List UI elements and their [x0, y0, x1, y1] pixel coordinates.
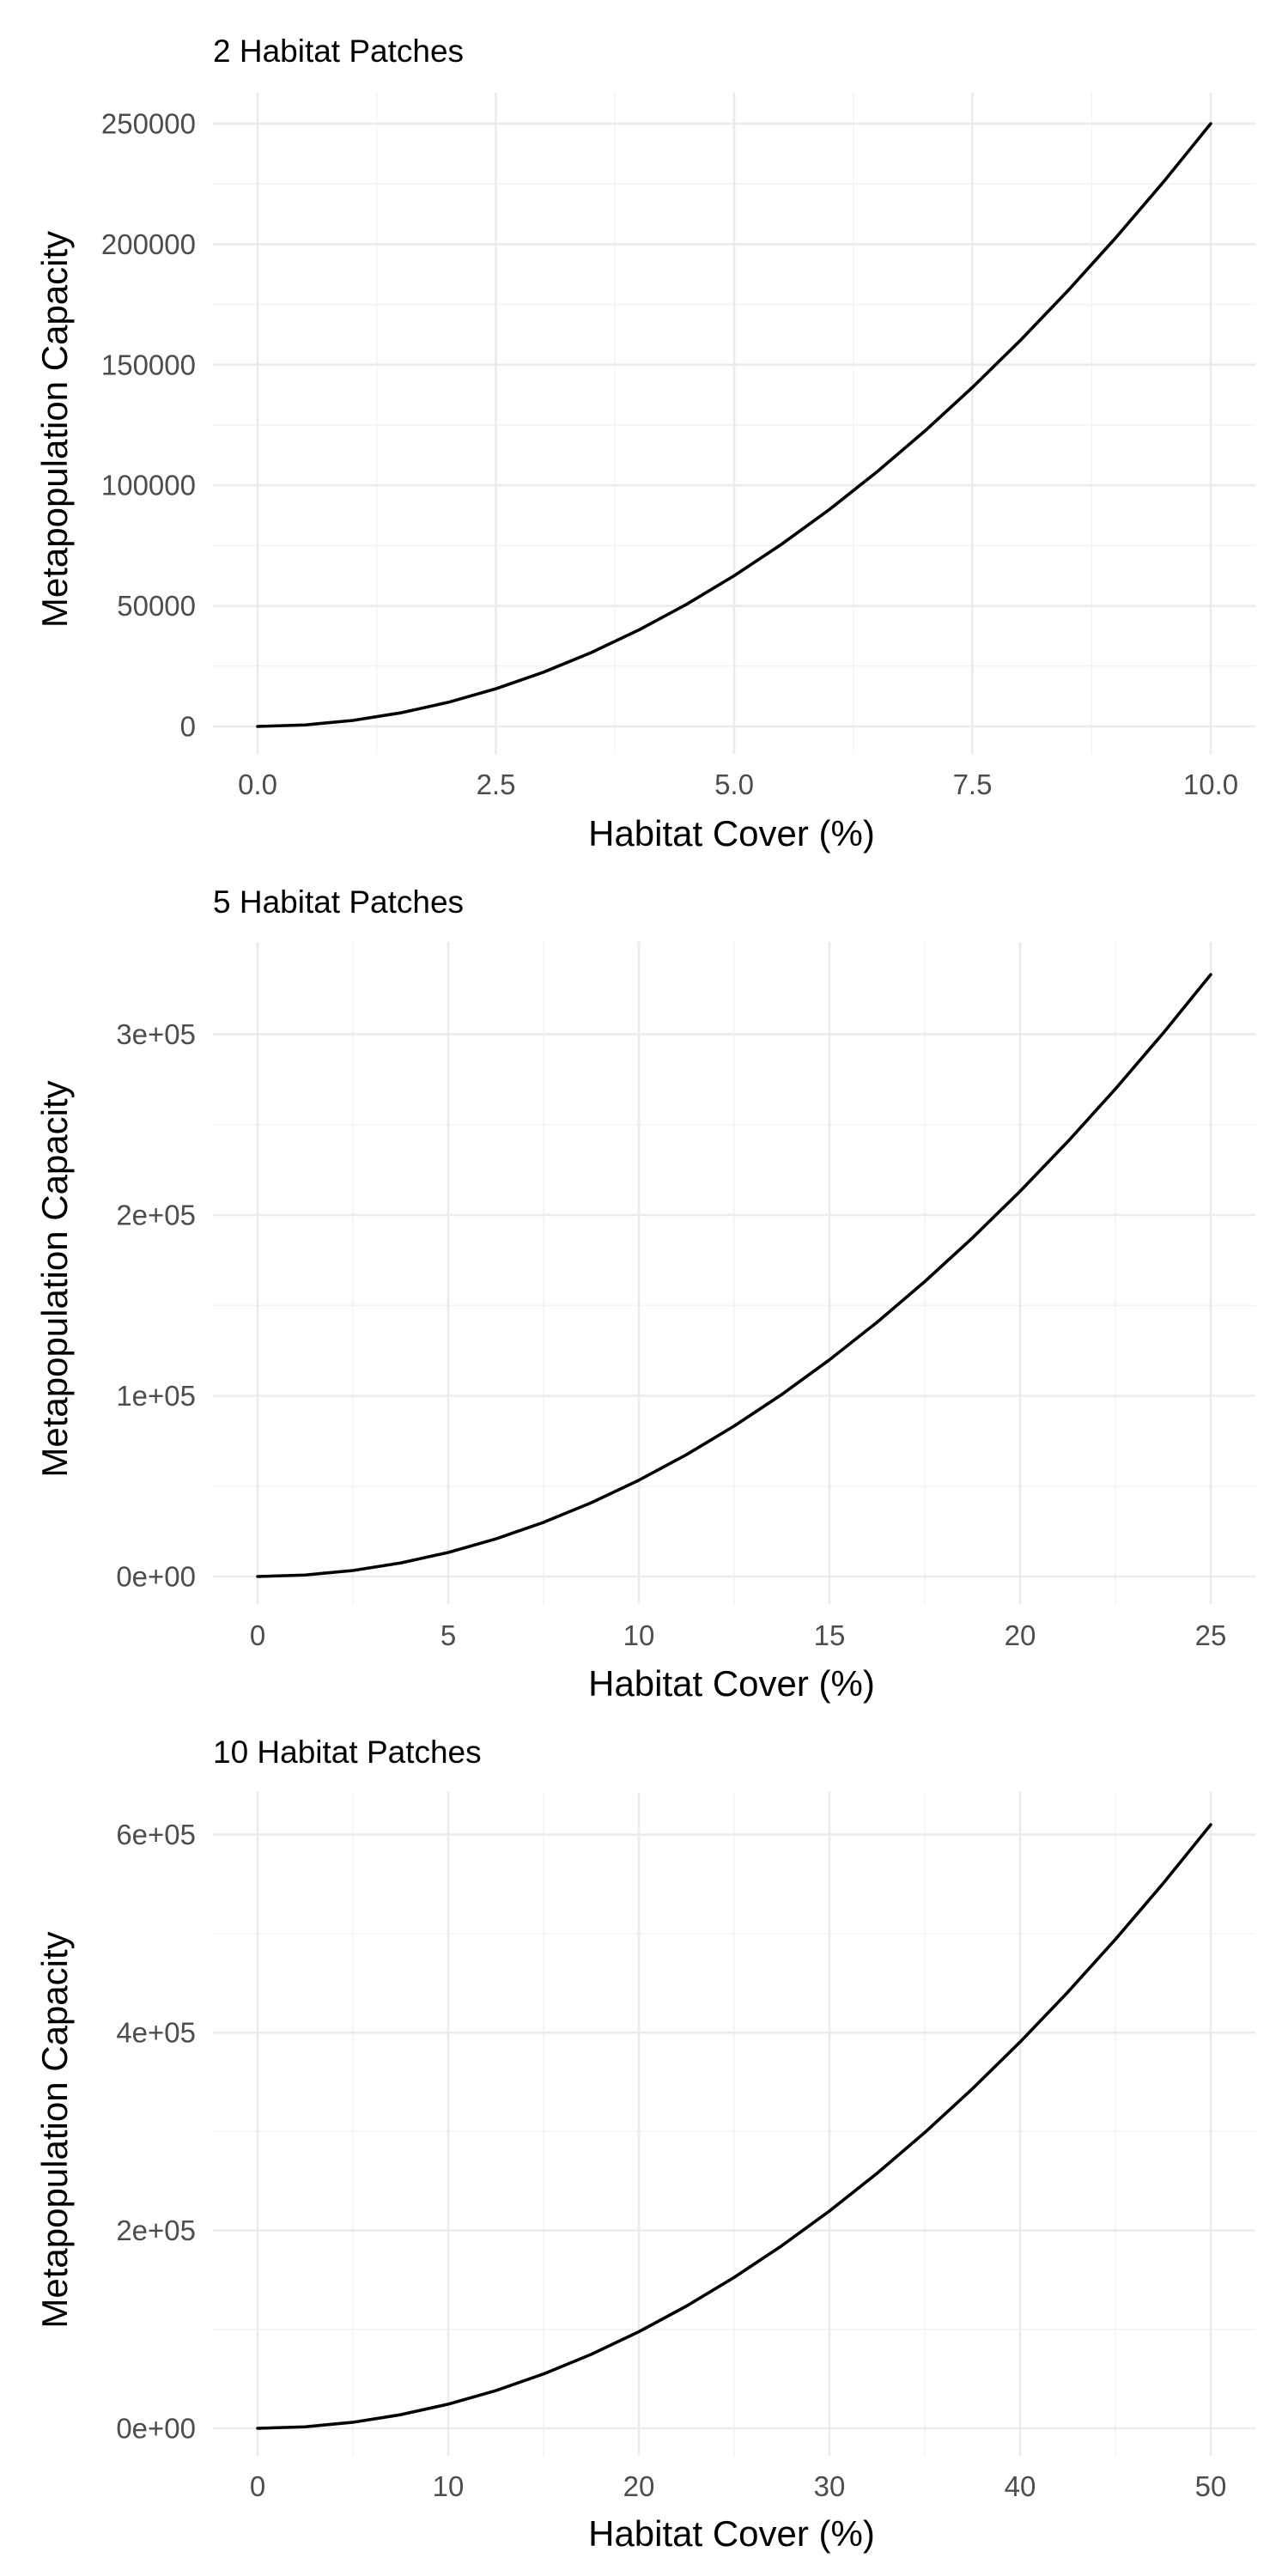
x-tick-label: 0: [250, 2470, 265, 2502]
chart-panel-2: 0 5 10 15 20 25 0e+00 1e+05 2e+05 3e+05 5 Habitat …: [34, 884, 1255, 1704]
y-tick-label: 0: [180, 711, 196, 743]
chart-title: 5 Habitat Patches: [213, 884, 464, 920]
y-tick-label: 0e+00: [116, 1561, 196, 1593]
x-tick-label: 30: [814, 2470, 846, 2502]
y-axis-title: Metapopulation Capacity: [34, 1931, 75, 2328]
y-tick-label: 150000: [101, 349, 196, 380]
series-line: [256, 1823, 1212, 2430]
x-tick-label: 10: [623, 1619, 655, 1651]
y-tick-label: 250000: [101, 108, 196, 140]
y-axis-title: Metapopulation Capacity: [34, 231, 75, 628]
x-tick-label: 0: [250, 1619, 265, 1651]
x-axis-title: Habitat Cover (%): [588, 2513, 875, 2554]
x-tick-label: 15: [814, 1619, 846, 1651]
x-tick-label: 10.0: [1183, 769, 1238, 800]
x-tick-label: 5.0: [714, 769, 754, 800]
x-tick-label: 50: [1195, 2470, 1227, 2502]
chart-title: 10 Habitat Patches: [213, 1735, 482, 1770]
x-tick-label: 10: [433, 2470, 465, 2502]
x-tick-label: 5: [440, 1619, 456, 1651]
y-tick-label: 50000: [117, 590, 196, 622]
y-tick-label: 0e+00: [116, 2413, 196, 2445]
x-tick-label: 25: [1195, 1619, 1227, 1651]
x-tick-label: 40: [1005, 2470, 1036, 2502]
y-tick-label: 2e+05: [116, 2215, 196, 2246]
x-axis-title: Habitat Cover (%): [588, 813, 875, 854]
x-tick-label: 20: [623, 2470, 655, 2502]
chart-panel-3: 0 10 20 30 40 50 0e+00 2e+05 4e+05 6e+05 10 Habita…: [34, 1735, 1255, 2554]
x-tick-label: 0.0: [238, 769, 277, 800]
y-tick-label: 200000: [101, 228, 196, 260]
x-tick-label: 20: [1005, 1619, 1036, 1651]
y-tick-label: 1e+05: [116, 1380, 196, 1412]
y-axis-title: Metapopulation Capacity: [34, 1080, 75, 1477]
x-tick-label: 7.5: [953, 769, 993, 800]
x-axis-title: Habitat Cover (%): [588, 1663, 875, 1704]
x-tick-label: 2.5: [477, 769, 516, 800]
series-line: [256, 122, 1212, 728]
y-tick-label: 3e+05: [116, 1018, 196, 1050]
chart-title: 2 Habitat Patches: [213, 33, 464, 69]
y-tick-label: 100000: [101, 470, 196, 501]
chart-panel-1: 0.0 2.5 5.0 7.5 10.0 0 50000 100000 150000 200000…: [34, 33, 1255, 854]
y-tick-label: 6e+05: [116, 1819, 196, 1850]
series-line: [256, 973, 1212, 1578]
y-tick-label: 4e+05: [116, 2017, 196, 2049]
y-tick-label: 2e+05: [116, 1199, 196, 1230]
